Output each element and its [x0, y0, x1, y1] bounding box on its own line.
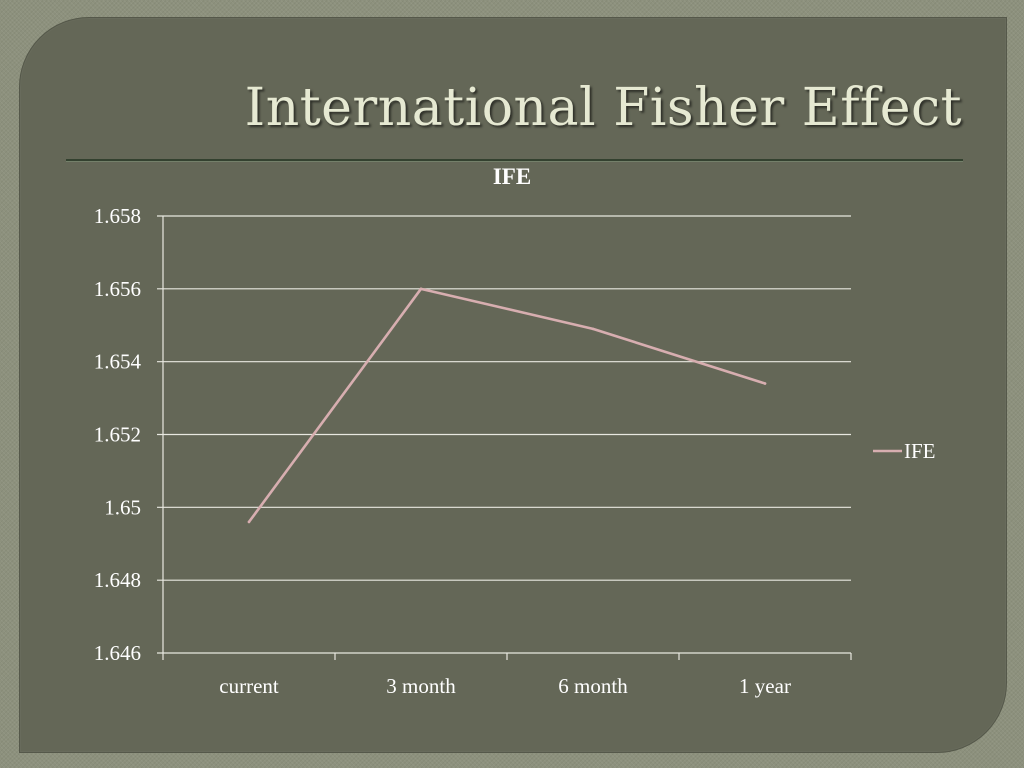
- data-point: [763, 382, 767, 385]
- chart-series: [247, 287, 767, 524]
- y-tick-label: 1.654: [94, 350, 142, 374]
- chart-legend: IFE: [873, 439, 936, 463]
- legend-label: IFE: [904, 439, 936, 463]
- y-tick-label: 1.646: [94, 641, 141, 665]
- title-divider: [66, 159, 963, 162]
- slide-title: International Fisher Effect: [244, 78, 962, 138]
- data-point: [419, 287, 423, 291]
- chart-gridlines: [157, 215, 851, 654]
- y-tick-label: 1.656: [94, 277, 141, 301]
- y-tick-label: 1.65: [104, 495, 141, 519]
- chart-title: IFE: [493, 164, 531, 189]
- y-tick-label: 1.648: [94, 568, 141, 592]
- data-point: [247, 520, 251, 524]
- x-tick-label: 1 year: [739, 674, 791, 698]
- slide-panel: [19, 17, 1007, 753]
- y-tick-label: 1.658: [94, 204, 141, 228]
- x-tick-label: current: [219, 674, 279, 698]
- series-line: [247, 287, 767, 524]
- x-axis: current 3 month 6 month 1 year: [162, 653, 852, 698]
- x-tick-label: 6 month: [558, 674, 628, 698]
- x-tick-label: 3 month: [386, 674, 456, 698]
- data-point: [591, 327, 595, 331]
- y-tick-label: 1.652: [94, 423, 141, 447]
- y-axis: 1.646 1.648 1.65 1.652 1.654 1.656 1.658: [94, 204, 164, 665]
